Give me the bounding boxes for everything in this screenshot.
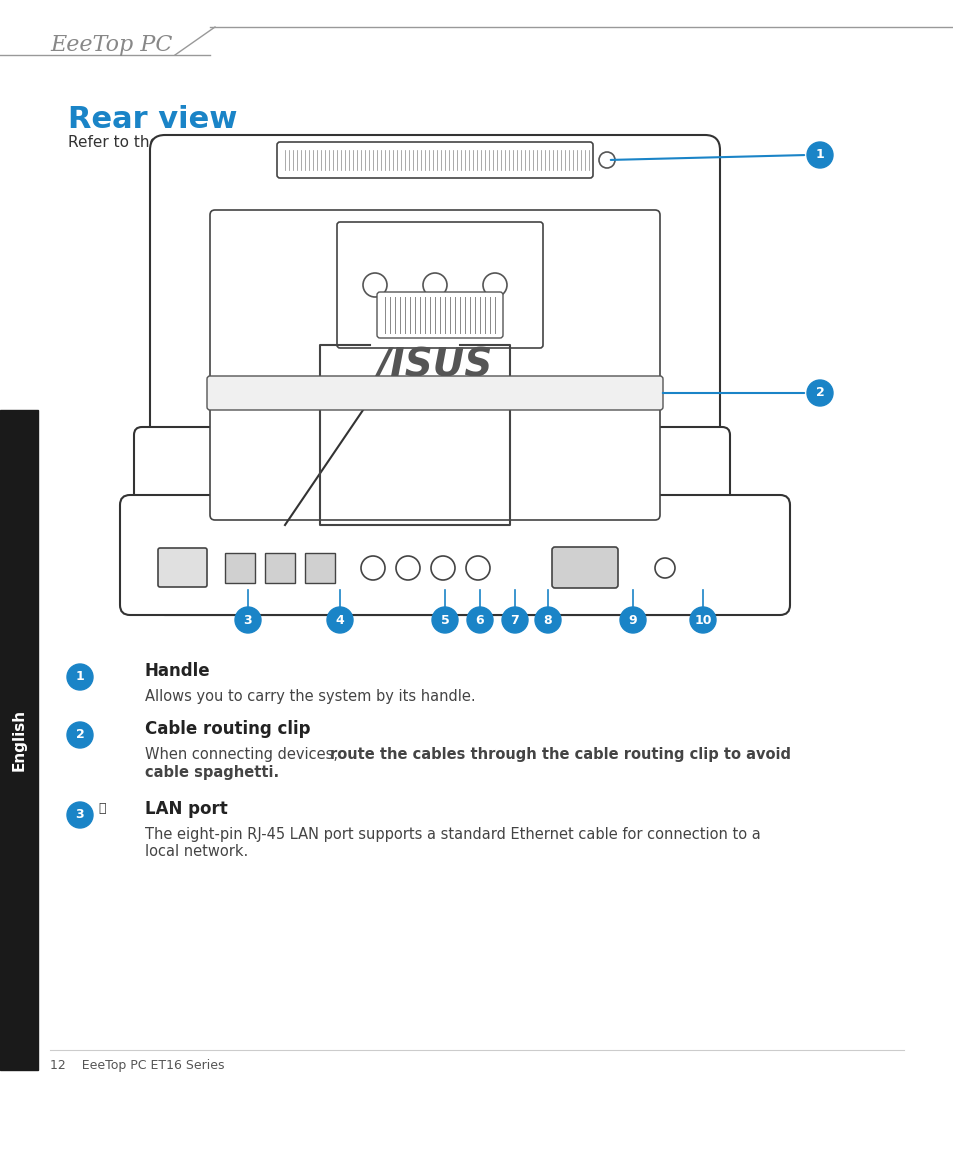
Bar	[0, 410, 38, 1070]
Circle shape	[327, 608, 353, 633]
Bar	[265, 553, 294, 583]
FancyBboxPatch shape	[210, 210, 659, 520]
Text: EeeTop PC: EeeTop PC	[50, 33, 172, 55]
Circle shape	[67, 664, 92, 690]
Circle shape	[432, 608, 457, 633]
Circle shape	[806, 380, 832, 407]
Text: 10: 10	[694, 613, 711, 626]
Circle shape	[501, 608, 527, 633]
FancyBboxPatch shape	[150, 135, 720, 614]
Text: 5: 5	[440, 613, 449, 626]
Circle shape	[535, 608, 560, 633]
Circle shape	[467, 608, 493, 633]
Text: /ISUS: /ISUS	[376, 346, 493, 383]
FancyBboxPatch shape	[276, 142, 593, 178]
Text: 3: 3	[75, 808, 84, 821]
Text: 12    EeeTop PC ET16 Series: 12 EeeTop PC ET16 Series	[50, 1058, 224, 1072]
Text: 7: 7	[510, 613, 518, 626]
FancyBboxPatch shape	[133, 427, 729, 532]
FancyBboxPatch shape	[552, 547, 618, 588]
Text: Cable routing clip: Cable routing clip	[145, 720, 310, 738]
FancyBboxPatch shape	[376, 292, 502, 338]
Text: 2: 2	[75, 729, 84, 742]
Text: The eight-pin RJ-45 LAN port supports a standard Ethernet cable for connection t: The eight-pin RJ-45 LAN port supports a …	[145, 827, 760, 842]
Text: 4: 4	[335, 613, 344, 626]
FancyBboxPatch shape	[336, 222, 542, 348]
Circle shape	[619, 608, 645, 633]
Text: 1: 1	[75, 671, 84, 684]
Circle shape	[234, 608, 261, 633]
Text: Refer to the following diagram to identify the components on this side of the sy: Refer to the following diagram to identi…	[68, 135, 720, 150]
Text: 2: 2	[815, 387, 823, 400]
FancyBboxPatch shape	[120, 495, 789, 614]
Text: LAN port: LAN port	[145, 800, 228, 818]
Circle shape	[806, 142, 832, 167]
Text: 1: 1	[815, 149, 823, 162]
Circle shape	[67, 722, 92, 748]
FancyBboxPatch shape	[207, 377, 662, 410]
Text: 9: 9	[628, 613, 637, 626]
Text: 品: 品	[98, 803, 106, 815]
Text: English: English	[11, 709, 27, 772]
Text: 6: 6	[476, 613, 484, 626]
Text: When connecting devices,: When connecting devices,	[145, 747, 342, 762]
Text: 8: 8	[543, 613, 552, 626]
Bar	[305, 553, 335, 583]
Text: Allows you to carry the system by its handle.: Allows you to carry the system by its ha…	[145, 690, 476, 705]
FancyBboxPatch shape	[158, 547, 207, 587]
Bar	[225, 553, 254, 583]
Text: local network.: local network.	[145, 844, 248, 859]
Text: route the cables through the cable routing clip to avoid: route the cables through the cable routi…	[330, 747, 790, 762]
Bar	[0, 0, 953, 75]
Text: cable spaghetti.: cable spaghetti.	[145, 765, 279, 780]
Text: Handle: Handle	[145, 662, 211, 680]
Text: 3: 3	[243, 613, 252, 626]
Circle shape	[689, 608, 716, 633]
Text: Rear view: Rear view	[68, 105, 237, 134]
Circle shape	[67, 802, 92, 828]
